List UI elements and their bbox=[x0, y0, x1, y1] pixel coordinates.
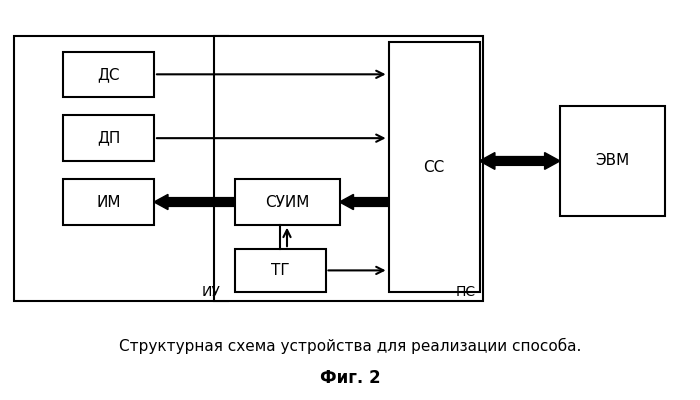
Polygon shape bbox=[340, 194, 389, 210]
Bar bbox=[14, 36, 228, 301]
Text: ИМ: ИМ bbox=[97, 194, 120, 210]
Text: ТГ: ТГ bbox=[271, 263, 289, 278]
Bar bbox=[63, 52, 154, 97]
Text: ДС: ДС bbox=[97, 67, 120, 82]
Bar bbox=[234, 249, 326, 292]
Text: Структурная схема устройства для реализации способа.: Структурная схема устройства для реализа… bbox=[119, 338, 581, 354]
Bar bbox=[63, 179, 154, 225]
Bar bbox=[214, 36, 483, 301]
Text: ПС: ПС bbox=[456, 285, 476, 299]
Bar bbox=[389, 42, 480, 292]
Text: ИУ: ИУ bbox=[202, 285, 220, 299]
Polygon shape bbox=[154, 194, 234, 210]
Text: СС: СС bbox=[424, 160, 444, 174]
Text: ДП: ДП bbox=[97, 131, 120, 146]
Bar bbox=[234, 179, 340, 225]
Bar bbox=[560, 106, 665, 216]
Bar bbox=[63, 115, 154, 161]
Text: Фиг. 2: Фиг. 2 bbox=[320, 369, 380, 387]
Text: ЭВМ: ЭВМ bbox=[596, 154, 629, 168]
Text: СУИМ: СУИМ bbox=[265, 194, 309, 210]
Polygon shape bbox=[480, 152, 560, 169]
